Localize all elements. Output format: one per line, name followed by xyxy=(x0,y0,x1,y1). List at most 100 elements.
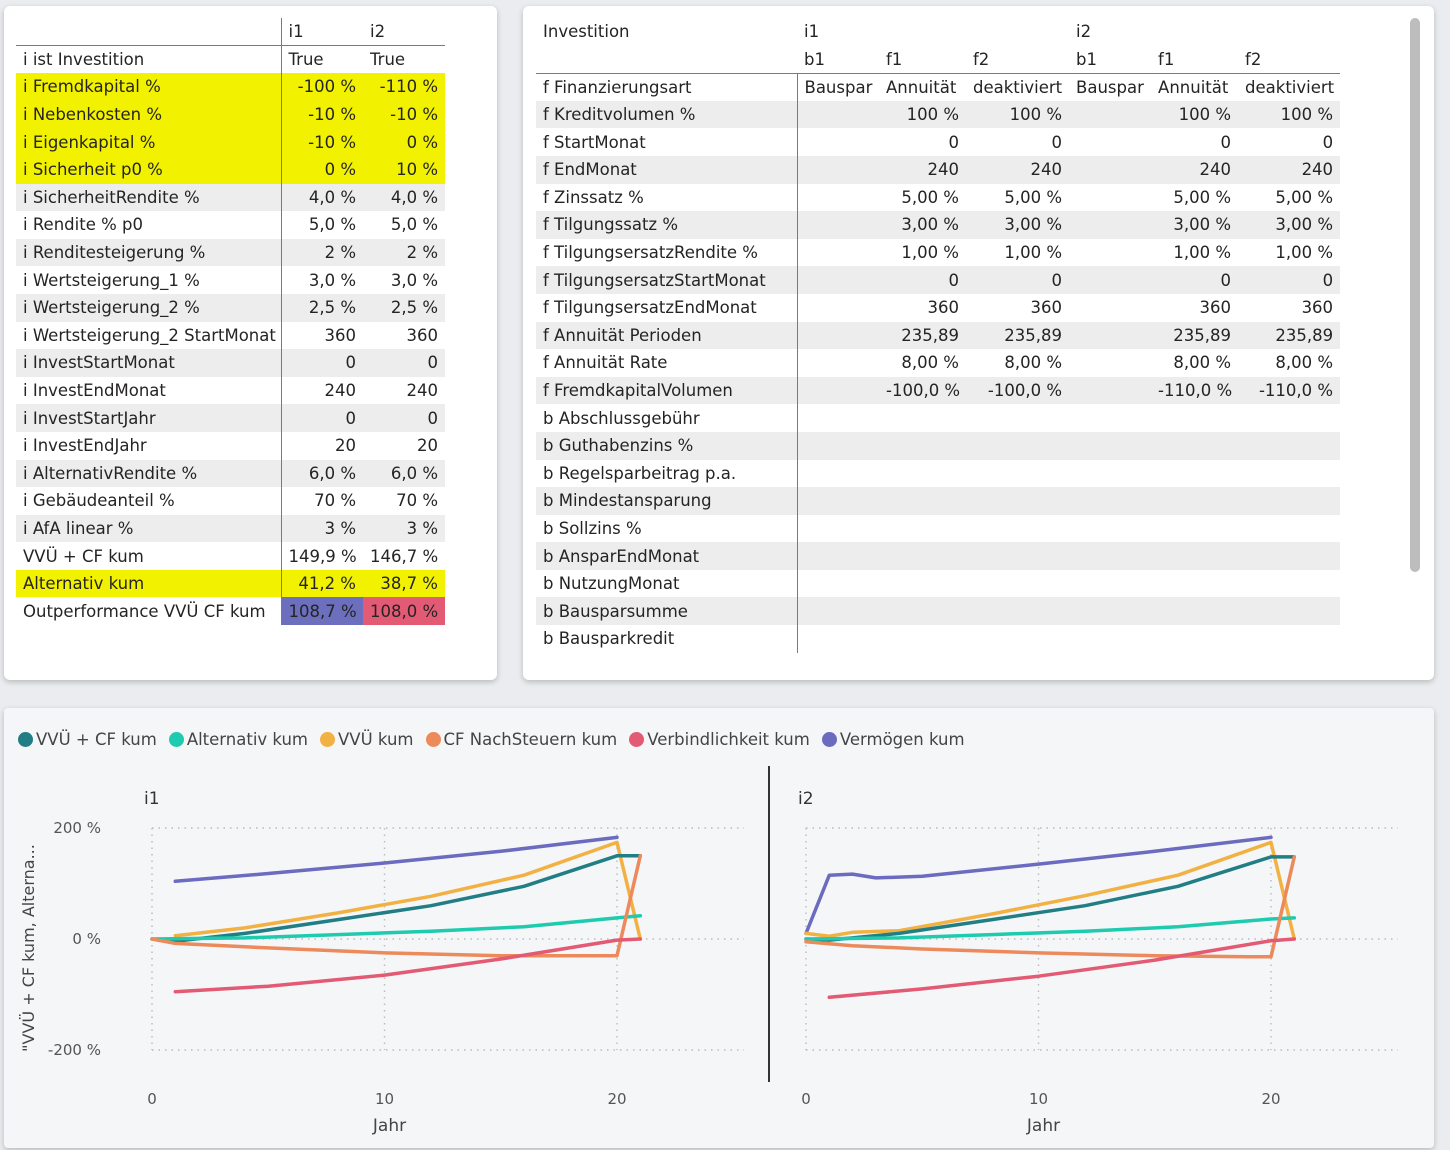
matrix-row: b Regelsparbeitrag p.a. xyxy=(536,459,1340,488)
x-tick-label: 0 xyxy=(147,1090,157,1108)
legend-dot-icon xyxy=(629,732,645,747)
value-cell: 41,2 % xyxy=(281,569,363,598)
matrix-corner xyxy=(16,18,282,47)
row-label: i InvestStartMonat xyxy=(16,349,282,377)
matrix-row: i Fremdkapital % -100 % -110 % xyxy=(16,73,445,101)
legend-item[interactable]: Vermögen kum xyxy=(821,730,965,749)
matrix-row: b Guthabenzins % xyxy=(536,431,1341,460)
legend-item[interactable]: Verbindlichkeit kum xyxy=(629,730,810,749)
value-cell xyxy=(797,266,879,294)
matrix-row: b Bausparkredit xyxy=(536,625,1340,653)
matrix-row: i Eigenkapital % -10 % 0 % xyxy=(16,128,445,156)
value-cell xyxy=(966,404,1069,432)
series-line[interactable] xyxy=(173,835,619,884)
matrix-row: i AfA linear % 3 % 3 % xyxy=(16,514,445,543)
matrix-row: i InvestStartJahr 0 0 xyxy=(16,404,445,432)
legend-item[interactable]: CF NachSteuern kum xyxy=(425,730,617,749)
value-cell: 0 xyxy=(1238,266,1341,294)
matrix-row: i Wertsteigerung_2 StartMonat 360 360 xyxy=(16,321,445,350)
value-cell: 0 xyxy=(879,266,966,294)
row-label: b Bausparsumme xyxy=(536,597,798,626)
series-line[interactable] xyxy=(173,937,643,994)
value-cell: 0 xyxy=(363,349,445,377)
value-cell: 5,0 % xyxy=(390,215,438,235)
value-cell xyxy=(1069,487,1152,515)
value-cell xyxy=(879,431,966,460)
matrix-row: i Sicherheit p0 % 0 % 10 % xyxy=(16,155,445,184)
value-cell: 0 % xyxy=(281,155,363,184)
value-cell xyxy=(879,625,966,653)
row-label: i ist Investition xyxy=(16,45,282,74)
matrix-row: VVÜ + CF kum 149,9 % 146,7 % xyxy=(16,542,445,570)
matrix-corner xyxy=(536,45,797,74)
value-cell: 8,00 % xyxy=(1173,353,1232,373)
value-cell: -10 % xyxy=(363,100,445,129)
value-cell xyxy=(1069,294,1151,322)
value-cell: 360 xyxy=(1030,298,1063,318)
matrix-row: i Nebenkosten % -10 % -10 % xyxy=(16,100,445,129)
value-cell xyxy=(1069,376,1152,405)
value-cell: -100,0 % xyxy=(879,376,966,405)
legend-label: Verbindlichkeit kum xyxy=(647,730,810,749)
column-header: b1 xyxy=(1069,45,1152,74)
value-cell: deaktiviert xyxy=(973,77,1063,97)
value-cell xyxy=(966,570,1069,598)
value-cell: 3 % xyxy=(363,514,445,543)
vertical-scrollbar[interactable] xyxy=(1410,18,1420,572)
column-header: f1 xyxy=(879,45,966,74)
series-line[interactable] xyxy=(804,855,1297,942)
legend-item[interactable]: VVÜ + CF kum xyxy=(18,730,157,749)
row-label: b Mindestansparung xyxy=(536,487,798,515)
value-cell: 149,9 % xyxy=(288,546,357,566)
matrix-row: i AlternativRendite % 6,0 % 6,0 % xyxy=(16,459,445,488)
value-cell: 100 % xyxy=(879,100,966,129)
series-line[interactable] xyxy=(804,855,1297,959)
value-cell: 0 xyxy=(281,349,363,377)
value-cell: 8,00 % xyxy=(901,353,959,373)
column-header: i1 xyxy=(281,18,363,47)
value-cell xyxy=(1238,625,1340,653)
row-label: b NutzungMonat xyxy=(536,569,798,598)
matrix-row: i InvestStartMonat 0 0 xyxy=(16,349,445,377)
value-cell xyxy=(797,570,879,598)
value-cell xyxy=(1151,570,1238,598)
value-cell xyxy=(1069,349,1151,377)
legend-label: VVÜ + CF kum xyxy=(36,730,157,749)
row-label: i Rendite % p0 xyxy=(16,211,282,239)
value-cell xyxy=(879,487,966,515)
matrix-row: b Bausparsumme xyxy=(536,597,1341,626)
value-cell: 5,00 % xyxy=(1275,187,1334,207)
series-line[interactable] xyxy=(804,916,1297,941)
value-cell: Bauspar xyxy=(804,77,873,97)
series-line[interactable] xyxy=(173,840,643,941)
value-cell: 2,5 % xyxy=(363,293,445,322)
panel-title: i2 xyxy=(798,789,814,809)
value-cell: -10 % xyxy=(281,100,363,129)
legend-item[interactable]: VVÜ kum xyxy=(320,730,414,749)
value-cell: 2 % xyxy=(281,238,363,267)
legend-item[interactable]: Alternativ kum xyxy=(168,730,308,749)
legend-dot-icon xyxy=(821,732,837,747)
series-line[interactable] xyxy=(827,937,1297,1000)
series-line[interactable] xyxy=(150,854,643,958)
value-cell xyxy=(879,570,966,598)
y-tick-label: 0 % xyxy=(72,930,101,948)
matrix-row: b Abschlussgebühr xyxy=(536,404,1340,432)
x-axis-label: Jahr xyxy=(1026,1116,1060,1136)
row-label: b Sollzins % xyxy=(536,514,798,543)
value-cell: 6,0 % xyxy=(281,459,363,488)
value-cell xyxy=(1151,542,1239,570)
series-line[interactable] xyxy=(804,835,1273,936)
series-line[interactable] xyxy=(150,913,643,941)
value-cell: 2,5 % xyxy=(281,293,363,322)
legend-dot-icon xyxy=(18,732,33,747)
series-line[interactable] xyxy=(804,840,1297,941)
value-cell: 5,00 % xyxy=(1173,187,1232,207)
row-label: i InvestStartJahr xyxy=(16,404,282,432)
row-label: i SicherheitRendite % xyxy=(16,183,282,212)
value-cell xyxy=(797,128,879,156)
value-cell: -110,0 % xyxy=(1238,376,1341,405)
matrix-row: i Gebäudeanteil % 70 % 70 % xyxy=(16,487,445,515)
matrix-row: i Wertsteigerung_1 % 3,0 % 3,0 % xyxy=(16,266,445,294)
value-cell: True xyxy=(288,50,324,70)
